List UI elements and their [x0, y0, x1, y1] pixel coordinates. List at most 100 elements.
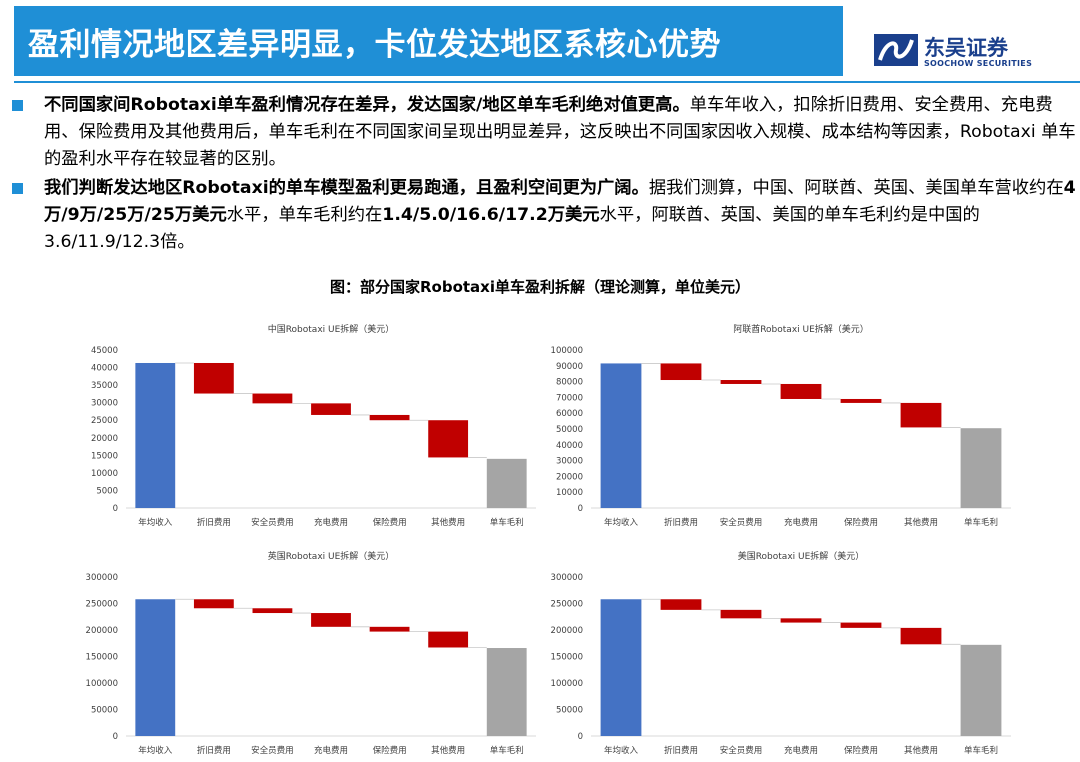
x-tick-label: 年均收入	[138, 517, 173, 528]
chart-title: 中国Robotaxi UE拆解（美元）	[268, 323, 395, 335]
bullet-text: 水平，阿联酋、英国、美国的单车毛利约是中国的3.6/11.9/12.3倍。	[44, 205, 980, 252]
x-tick-label: 单车毛利	[964, 517, 998, 528]
bar-cost	[252, 608, 293, 614]
y-tick-label: 60000	[556, 409, 583, 419]
figure-caption: 图：部分国家Robotaxi单车盈利拆解（理论测算，单位美元）	[329, 278, 750, 296]
chart-china-waterfall: 中国Robotaxi UE拆解（美元） 0 5000 10000 15000 20000 2…	[91, 323, 536, 528]
y-tick-label: 200000	[86, 626, 118, 636]
chart-title: 阿联酋Robotaxi UE拆解（美元）	[733, 323, 869, 335]
bar-cost	[428, 420, 469, 458]
x-tick-label: 充电费用	[784, 517, 818, 528]
bullet-bold-value: 4万/9万/25万/25万美元	[44, 178, 1076, 225]
x-tick-label: 折旧费用	[197, 745, 231, 756]
bar-cost	[428, 631, 469, 648]
logo-name-en: SOOCHOW SECURITIES	[924, 59, 1033, 68]
y-tick-label: 5000	[96, 486, 118, 496]
bar-revenue	[135, 362, 176, 508]
y-tick-label: 30000	[91, 399, 118, 409]
x-tick-label: 其他费用	[904, 517, 938, 528]
x-tick-label: 单车毛利	[490, 745, 524, 756]
y-tick-label: 35000	[91, 381, 118, 391]
bullet-bold-text: 我们判断发达地区Robotaxi的单车模型盈利更易跑通，且盈利空间更为广阔。	[44, 178, 649, 198]
x-tick-label: 充电费用	[314, 745, 348, 756]
bar-cost	[660, 599, 702, 610]
bar-revenue	[600, 599, 642, 736]
bullet-bold-text: 不同国家间Robotaxi单车盈利情况存在差异，发达国家/地区单车毛利绝对值更高…	[44, 95, 690, 115]
y-tick-label: 20000	[556, 472, 583, 482]
bar-cost	[780, 383, 822, 399]
y-tick-label: 10000	[91, 469, 118, 479]
x-tick-label: 年均收入	[604, 745, 639, 756]
x-tick-label: 折旧费用	[664, 517, 698, 528]
y-tick-label: 25000	[91, 416, 118, 426]
bullet-text: 水平，单车毛利约在	[226, 205, 383, 225]
bar-cost	[311, 613, 351, 627]
x-tick-label: 保险费用	[844, 517, 878, 528]
bullet-square-icon	[12, 100, 23, 111]
y-tick-label: 0	[113, 732, 118, 742]
bar-revenue	[135, 599, 176, 736]
bar-cost	[840, 398, 882, 403]
y-tick-label: 250000	[551, 600, 583, 610]
x-tick-label: 其他费用	[904, 745, 938, 756]
bar-cost	[720, 609, 762, 619]
bar-cost	[252, 393, 293, 404]
y-tick-label: 100000	[86, 679, 118, 689]
x-tick-label: 单车毛利	[964, 745, 998, 756]
y-tick-label: 40000	[91, 364, 118, 374]
x-tick-label: 年均收入	[138, 745, 173, 756]
y-tick-label: 90000	[556, 362, 583, 372]
y-tick-label: 300000	[86, 573, 118, 583]
chart-uk-waterfall: 英国Robotaxi UE拆解（美元） 0 50000 100000 150000 200…	[86, 550, 536, 756]
y-tick-label: 150000	[86, 653, 118, 663]
bar-gross-profit	[960, 644, 1002, 736]
x-tick-label: 年均收入	[604, 517, 639, 528]
x-tick-label: 保险费用	[844, 745, 878, 756]
chart-title: 英国Robotaxi UE拆解（美元）	[268, 550, 395, 562]
y-tick-label: 0	[578, 732, 583, 742]
header-bar: 盈利情况地区差异明显，卡位发达地区系核心优势	[14, 6, 843, 76]
x-tick-label: 充电费用	[314, 517, 348, 528]
bar-cost	[900, 402, 942, 428]
chart-uae-waterfall: 阿联酋Robotaxi UE拆解（美元） 0 10000 20000 30000 4000…	[551, 323, 1011, 528]
chart-us-waterfall: 美国Robotaxi UE拆解（美元） 0 50000 100000 150000 200…	[551, 550, 1011, 756]
y-tick-label: 30000	[556, 457, 583, 467]
x-tick-label: 安全员费用	[251, 517, 294, 528]
y-tick-label: 100000	[551, 346, 583, 356]
y-tick-label: 50000	[91, 706, 118, 716]
bar-cost	[193, 599, 234, 609]
x-tick-label: 充电费用	[784, 745, 818, 756]
bar-gross-profit	[486, 458, 527, 508]
x-tick-label: 保险费用	[373, 517, 407, 528]
bar-cost	[720, 380, 762, 384]
y-tick-label: 40000	[556, 441, 583, 451]
bullet-list: 不同国家间Robotaxi单车盈利情况存在差异，发达国家/地区单车毛利绝对值更高…	[10, 92, 1078, 258]
company-logo: 东吴证券 SOOCHOW SECURITIES	[874, 30, 1074, 70]
y-tick-label: 300000	[551, 573, 583, 583]
y-tick-label: 10000	[556, 488, 583, 498]
y-tick-label: 0	[578, 504, 583, 514]
y-tick-label: 200000	[551, 626, 583, 636]
y-tick-label: 20000	[91, 434, 118, 444]
logo-name-cn: 东吴证券	[924, 36, 1008, 60]
bar-cost	[311, 403, 351, 415]
bar-cost	[840, 622, 882, 628]
y-tick-label: 150000	[551, 653, 583, 663]
bullet-bold-value: 1.4/5.0/16.6/17.2万美元	[382, 205, 600, 225]
y-tick-label: 0	[113, 504, 118, 514]
bar-revenue	[600, 363, 642, 508]
y-tick-label: 250000	[86, 600, 118, 610]
x-tick-label: 安全员费用	[720, 517, 763, 528]
bar-cost	[369, 414, 410, 421]
x-tick-label: 安全员费用	[720, 745, 763, 756]
x-tick-label: 安全员费用	[251, 745, 294, 756]
header-divider	[14, 81, 1080, 83]
bullet-text: 单车年收入，扣除折旧费用、安全费用、充电费用、保险费用及其他费用后，单车毛利在不…	[44, 95, 1076, 169]
bar-cost	[369, 626, 410, 632]
bullet-square-icon	[12, 183, 23, 194]
bar-gross-profit	[486, 648, 527, 736]
bar-cost	[780, 618, 822, 623]
soochow-logo-icon	[874, 34, 918, 66]
chart-title: 美国Robotaxi UE拆解（美元）	[738, 550, 865, 562]
bar-cost	[660, 363, 702, 381]
